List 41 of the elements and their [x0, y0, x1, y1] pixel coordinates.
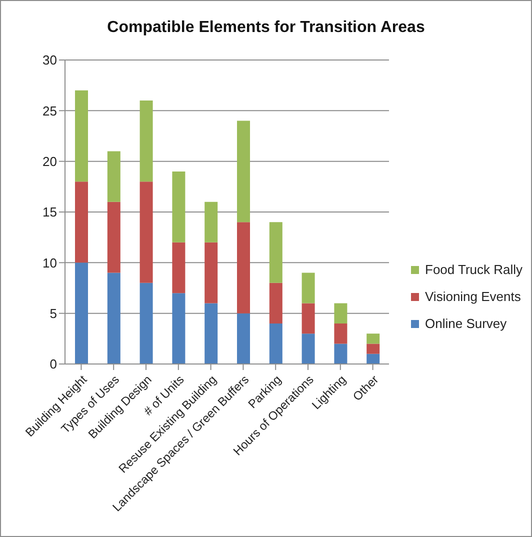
bar [204, 242, 218, 304]
bar [302, 272, 315, 304]
bar [140, 182, 153, 283]
bar [366, 354, 380, 364]
y-tick-label: 20 [42, 154, 57, 169]
bar [172, 242, 186, 294]
legend-label: Online Survey [425, 316, 507, 331]
bar [334, 344, 348, 364]
bar [75, 262, 88, 364]
y-tick-label: 0 [50, 356, 57, 372]
bar [204, 202, 218, 242]
y-tick-label: 15 [42, 204, 57, 220]
y-tick-label: 10 [42, 255, 57, 270]
bar [302, 303, 315, 334]
bar [107, 272, 120, 364]
bar [237, 120, 250, 222]
bar [237, 313, 250, 364]
bar [269, 282, 282, 324]
y-tick-label: 5 [50, 306, 57, 321]
y-tick-label: 25 [42, 103, 57, 118]
bar [204, 303, 218, 364]
legend-label: Visioning Events [425, 289, 521, 304]
legend-label: Food Truck Rally [425, 262, 523, 277]
bar [107, 151, 120, 202]
bar [269, 222, 282, 283]
chart-title: Compatible Elements for Transition Areas [106, 19, 426, 37]
bar [75, 90, 88, 182]
bar [334, 323, 348, 344]
bar [172, 171, 186, 242]
bar [366, 334, 380, 344]
bar [107, 202, 120, 273]
bar [140, 100, 153, 182]
bar [302, 334, 315, 364]
bar [140, 282, 153, 364]
bar [366, 344, 380, 354]
bar [237, 222, 250, 314]
y-tick-label: 30 [42, 52, 57, 68]
bar [334, 303, 348, 324]
bar [172, 293, 186, 364]
bar [75, 182, 88, 263]
bar [269, 323, 282, 364]
